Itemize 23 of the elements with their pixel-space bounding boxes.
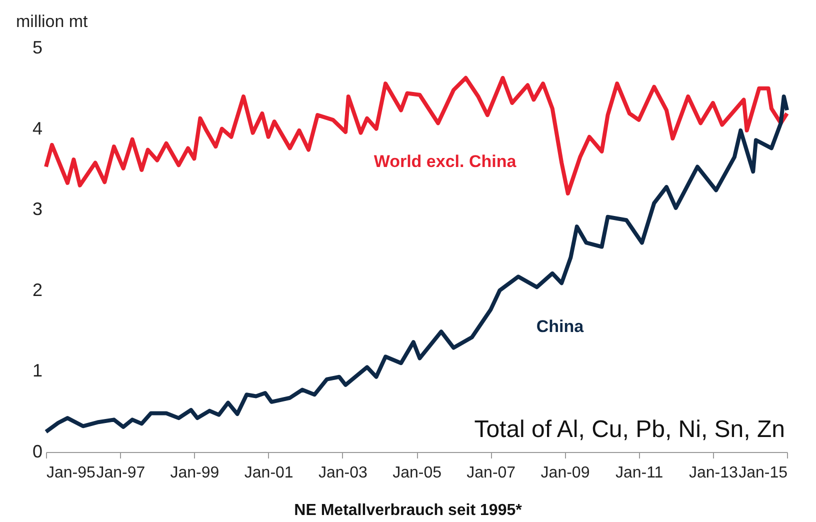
x-tick-label: Jan-15 xyxy=(738,464,788,482)
y-tick-label: 2 xyxy=(32,280,42,300)
series-label: China xyxy=(536,317,584,336)
y-axis-title: million mt xyxy=(16,12,88,31)
x-tick-label: Jan-09 xyxy=(540,464,590,482)
y-tick-label: 3 xyxy=(32,199,42,220)
x-tick-label: Jan-07 xyxy=(466,464,516,482)
series-label: World excl. China xyxy=(374,152,517,171)
x-tick-label: Jan-97 xyxy=(96,464,146,482)
y-tick-label: 4 xyxy=(32,118,42,138)
x-tick-label: Jan-13 xyxy=(688,464,738,482)
x-tick-label: Jan-99 xyxy=(170,464,220,482)
line-series xyxy=(44,76,789,196)
x-tick-label: Jan-01 xyxy=(244,464,294,482)
x-tick-label: Jan-03 xyxy=(318,464,368,482)
annotation: Total of Al, Cu, Pb, Ni, Sn, Zn xyxy=(474,416,785,443)
x-tick-label: Jan-11 xyxy=(615,464,664,482)
y-tick-label: 1 xyxy=(32,360,42,381)
y-tick-label: 0 xyxy=(32,442,42,462)
x-tick-label: Jan-95 xyxy=(46,464,96,482)
x-tick-label: Jan-05 xyxy=(392,464,442,482)
text: NE Metallverbrauch seit 1995* xyxy=(294,502,523,519)
y-tick-label: 5 xyxy=(32,38,42,58)
